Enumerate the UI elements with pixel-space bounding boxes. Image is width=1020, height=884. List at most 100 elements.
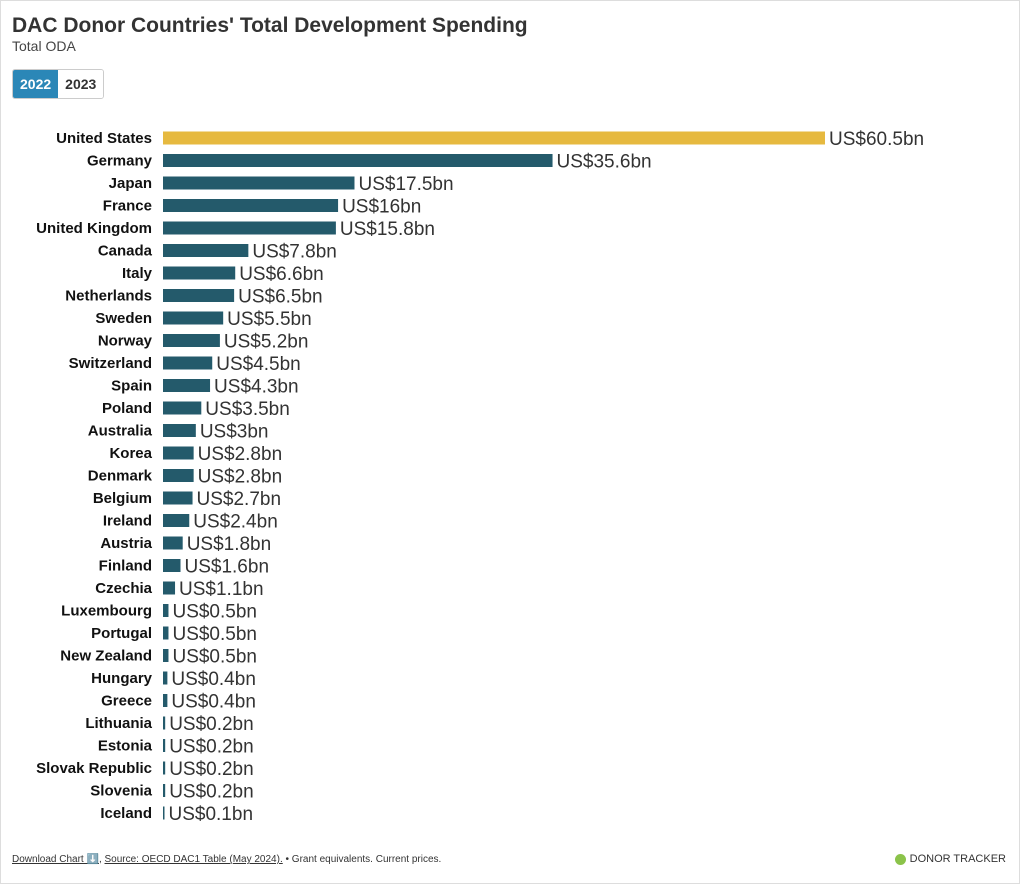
value-label: US$6.5bn [238,287,323,308]
value-label: US$0.4bn [171,669,256,690]
category-label: United States [56,130,152,147]
value-label: US$2.8bn [198,467,283,488]
bar[interactable] [163,356,213,370]
category-label: Japan [109,175,152,192]
bar[interactable] [163,806,165,820]
value-label: US$0.5bn [172,647,257,668]
value-label: US$60.5bn [829,129,924,150]
bar[interactable] [163,739,166,752]
category-label: Norway [98,333,153,350]
bar[interactable] [163,784,166,797]
bar[interactable] [163,604,169,617]
value-label: US$3bn [200,422,269,443]
bar[interactable] [163,626,169,640]
bar[interactable] [163,761,166,775]
value-label: US$2.7bn [197,489,282,510]
category-label: Hungary [91,670,153,687]
download-chart-link[interactable]: Download Chart ⬇️ [12,854,99,865]
category-label: Luxembourg [61,603,152,620]
category-label: Australia [88,423,153,440]
category-label: Netherlands [65,288,152,305]
chart-title: DAC Donor Countries' Total Development S… [12,14,528,37]
tab-2023[interactable]: 2023 [58,70,104,98]
bar[interactable] [163,176,355,190]
category-label: United Kingdom [36,220,152,237]
value-label: US$2.4bn [193,512,278,533]
category-label: Slovenia [90,783,152,800]
category-label: France [103,198,152,215]
value-label: US$5.5bn [227,309,312,330]
bar[interactable] [163,491,193,505]
logo-dot-icon [894,853,906,865]
category-label: Sweden [95,310,152,327]
value-label: US$4.5bn [216,354,301,375]
bar[interactable] [163,311,224,325]
value-label: US$16bn [342,197,421,218]
year-tabs: 2022 2023 [12,69,105,99]
category-label: Czechia [95,580,152,597]
value-label: US$0.5bn [172,602,257,623]
value-label: US$0.2bn [169,714,254,735]
bar[interactable] [163,379,211,392]
bar[interactable] [163,424,196,437]
category-label: Germany [87,153,153,170]
chart-subtitle: Total ODA [12,38,76,54]
value-label: US$15.8bn [340,219,435,240]
value-label: US$1.1bn [179,579,264,600]
category-label: Portugal [91,625,152,642]
value-label: US$2.8bn [198,444,283,465]
category-label: Slovak Republic [36,760,152,777]
bar[interactable] [163,716,166,730]
value-label: US$0.1bn [169,804,254,825]
value-label: US$3.5bn [205,399,290,420]
value-label: US$0.2bn [169,759,254,780]
bar[interactable] [163,559,181,572]
bar[interactable] [163,446,194,460]
bar[interactable] [163,334,220,347]
footer: Download Chart ⬇️, Source: OECD DAC1 Tab… [12,854,442,865]
bar[interactable] [163,469,194,482]
category-label: Belgium [93,490,152,507]
category-label: Korea [109,445,152,462]
bar[interactable] [163,154,553,167]
bar[interactable] [163,671,168,685]
value-label: US$1.6bn [185,557,270,578]
value-label: US$5.2bn [224,332,309,353]
value-label: US$0.4bn [171,692,256,713]
bar[interactable] [163,131,825,145]
bar[interactable] [163,581,176,595]
bar[interactable] [163,221,336,235]
category-label: Iceland [100,805,152,822]
bar[interactable] [163,514,190,527]
value-label: US$4.3bn [214,377,299,398]
donor-tracker-logo[interactable]: DONOR TRACKER [894,853,1006,865]
category-label: Canada [98,243,153,260]
category-label: Denmark [88,468,153,485]
value-label: US$1.8bn [187,534,272,555]
value-label: US$35.6bn [557,152,652,173]
tab-2022[interactable]: 2022 [13,70,59,98]
bar[interactable] [163,694,168,707]
value-label: US$7.8bn [252,242,337,263]
value-label: US$0.2bn [169,782,254,803]
value-label: US$0.5bn [172,624,257,645]
bar[interactable] [163,244,249,257]
category-label: Lithuania [85,715,152,732]
bar[interactable] [163,199,339,212]
category-label: Estonia [98,738,153,755]
bar[interactable] [163,289,235,302]
category-label: New Zealand [60,648,152,665]
bar[interactable] [163,401,202,415]
category-label: Austria [100,535,152,552]
category-label: Finland [99,558,152,575]
bar-chart: United States US$60.5bn Germany US$35.6bn Ja… [36,129,924,825]
bar[interactable] [163,266,236,280]
category-label: Switzerland [69,355,152,372]
bar[interactable] [163,649,169,662]
category-label: Greece [101,693,152,710]
source-link[interactable]: Source: OECD DAC1 Table (May 2024). [104,854,283,865]
value-label: US$17.5bn [358,174,453,195]
value-label: US$0.2bn [169,737,254,758]
category-label: Ireland [103,513,152,530]
bar[interactable] [163,536,183,550]
